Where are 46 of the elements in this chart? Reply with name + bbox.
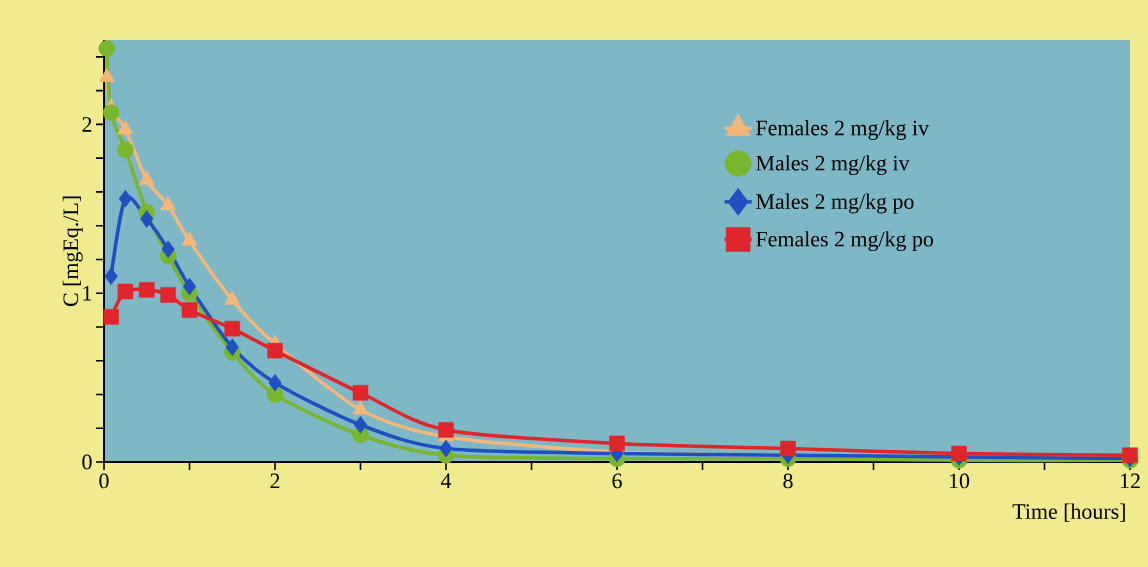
x-tick-label: 10	[949, 473, 970, 489]
y-axis-title: C [mgEq./L]	[62, 196, 83, 307]
point	[182, 277, 197, 296]
point	[140, 210, 154, 228]
x-tick-label: 0	[99, 473, 109, 489]
y-tick-label: 1	[83, 285, 92, 301]
point	[268, 373, 282, 392]
legend-label: Females 2 mg/kg iv	[756, 119, 930, 140]
point	[225, 338, 239, 356]
point	[160, 196, 177, 211]
point	[1122, 447, 1138, 463]
point	[117, 141, 134, 158]
point	[780, 440, 796, 457]
legend-label: Females 2 mg/kg po	[756, 231, 934, 252]
x-tick-label: 12	[1120, 473, 1140, 489]
point	[98, 67, 115, 82]
point	[138, 170, 155, 185]
point	[103, 309, 119, 325]
point	[161, 240, 175, 259]
point	[117, 120, 134, 135]
x-tick-label: 8	[783, 473, 793, 489]
point	[609, 435, 625, 452]
point	[139, 282, 155, 298]
point	[117, 283, 134, 300]
point	[181, 302, 198, 318]
point	[102, 104, 120, 121]
point	[98, 40, 116, 57]
y-tick-label: 2	[82, 117, 92, 132]
point	[118, 189, 132, 208]
y-tick-label: 0	[82, 454, 92, 470]
point	[181, 231, 198, 246]
point	[951, 445, 967, 462]
point	[352, 385, 369, 401]
point	[104, 267, 118, 286]
x-tick-label: 6	[612, 473, 622, 489]
x-tick-label: 2	[270, 473, 280, 489]
legend-label: Males 2 mg/kg po	[756, 193, 914, 214]
point	[160, 287, 176, 303]
point	[439, 439, 453, 458]
legend-label: Males 2 mg/kg iv	[756, 155, 910, 176]
x-tick-label: 4	[440, 473, 452, 488]
point	[267, 342, 283, 359]
point	[438, 422, 454, 438]
point	[224, 320, 240, 337]
x-axis-title: Time [hours]	[1012, 503, 1125, 522]
point	[353, 416, 368, 434]
